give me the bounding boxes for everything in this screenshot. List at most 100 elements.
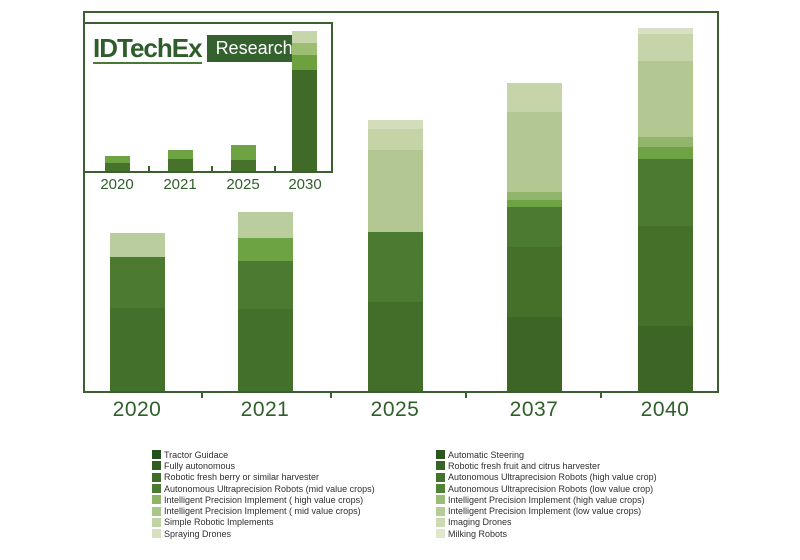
main-bar-segment [507, 247, 562, 317]
main-bar-segment [110, 233, 165, 257]
inset-bar-segment [168, 150, 193, 159]
legend-item: Autonomous Ultraprecision Robots (mid va… [152, 483, 375, 494]
main-axis-tick [330, 393, 332, 398]
legend-swatch [152, 484, 161, 494]
legend-item: Intelligent Precision Implement (low val… [436, 505, 657, 516]
legend-label: Tractor Guidace [164, 449, 229, 460]
legend-swatch [436, 517, 445, 527]
main-bar-segment [638, 137, 693, 147]
main-bar-segment [238, 238, 293, 261]
inset-bar-segment [231, 145, 256, 160]
main-bar-segment [110, 308, 165, 391]
legend-item: Intelligent Precision Implement ( mid va… [152, 505, 375, 516]
legend-label: Simple Robotic Implements [164, 517, 274, 528]
legend-label: Spraying Drones [164, 528, 232, 539]
inset-bar-segment [231, 160, 256, 171]
main-bar-2040 [638, 28, 693, 391]
legend-item: Tractor Guidace [152, 449, 375, 460]
main-bar-segment [638, 28, 693, 34]
main-bar-2021 [238, 212, 293, 391]
legend-label: Imaging Drones [448, 517, 512, 528]
legend-label: Milking Robots [448, 528, 508, 539]
legend-item: Imaging Drones [436, 517, 657, 528]
inset-bar-2021 [168, 150, 193, 171]
main-bar-segment [507, 83, 562, 112]
main-axis-label-2040: 2040 [640, 398, 690, 421]
main-bar-segment [638, 326, 693, 391]
main-bar-segment [638, 61, 693, 137]
main-axis-tick [465, 393, 467, 398]
main-bar-segment [638, 34, 693, 61]
legend-label: Fully autonomous [164, 460, 236, 471]
legend-item: Robotic fresh fruit and citrus harvester [436, 460, 657, 471]
main-bar-segment [638, 147, 693, 159]
legend-label: Intelligent Precision Implement (low val… [448, 506, 642, 517]
legend-label: Intelligent Precision Implement (high va… [448, 494, 645, 505]
legend-swatch [436, 450, 445, 460]
legend-swatch [152, 517, 161, 527]
inset-bar-segment [292, 43, 317, 55]
idtechex-logo-text: IDTechEx [93, 33, 203, 64]
legend-swatch [436, 506, 445, 516]
legend-label: Intelligent Precision Implement ( mid va… [164, 506, 361, 517]
legend-swatch [436, 529, 445, 539]
inset-axis-label-2021: 2021 [163, 176, 197, 193]
inset-axis-label-2025: 2025 [226, 176, 260, 193]
idtechex-logo: IDTechEx Research [93, 35, 302, 64]
legend-swatch [152, 529, 161, 539]
legend-swatch [436, 484, 445, 494]
main-bar-2037 [507, 83, 562, 391]
legend-swatch [436, 495, 445, 505]
main-bar-segment [507, 207, 562, 247]
main-bar-segment [368, 150, 423, 232]
main-bar-segment [368, 302, 423, 391]
legend-item: Simple Robotic Implements [152, 517, 375, 528]
legend-label: Robotic fresh fruit and citrus harvester [448, 460, 601, 471]
main-bar-segment [238, 212, 293, 238]
main-bar-2025 [368, 120, 423, 391]
inset-axis-label-2030: 2030 [288, 176, 322, 193]
inset-axis-label-2020: 2020 [100, 176, 134, 193]
legend-label: Autonomous Ultraprecision Robots (mid va… [164, 483, 375, 494]
main-bar-segment [368, 232, 423, 302]
legend-swatch [152, 450, 161, 460]
main-axis-tick [600, 393, 602, 398]
inset-bar-segment [105, 156, 130, 163]
main-bar-segment [507, 192, 562, 200]
legend-item: Robotic fresh berry or similar harvester [152, 472, 375, 483]
main-axis-label-2021: 2021 [240, 398, 290, 421]
main-axis-tick [201, 393, 203, 398]
legend-item: Autonomous Ultraprecision Robots (low va… [436, 483, 657, 494]
legend-swatch [152, 461, 161, 471]
inset-bar-segment [292, 55, 317, 70]
inset-bar-segment [292, 31, 317, 43]
inset-axis-tick [148, 166, 150, 171]
main-bar-segment [238, 261, 293, 309]
legend-label: Intelligent Precision Implement ( high v… [164, 494, 364, 505]
main-bar-segment [507, 112, 562, 192]
main-axis-label-2037: 2037 [509, 398, 559, 421]
inset-axis-tick [274, 166, 276, 171]
inset-bar-2025 [231, 145, 256, 171]
legend-label: Robotic fresh berry or similar harvester [164, 472, 320, 483]
main-bar-segment [507, 317, 562, 391]
legend-label: Automatic Steering [448, 449, 525, 460]
legend-swatch [436, 472, 445, 482]
legend-item: Intelligent Precision Implement (high va… [436, 494, 657, 505]
inset-chart-plot-area: IDTechEx Research [83, 22, 333, 173]
legend-label: Autonomous Ultraprecision Robots (low va… [448, 483, 654, 494]
legend-item: Intelligent Precision Implement ( high v… [152, 494, 375, 505]
main-bar-2020 [110, 233, 165, 391]
research-badge: Research [206, 35, 302, 62]
main-axis-label-2025: 2025 [370, 398, 420, 421]
inset-bar-2020 [105, 156, 130, 171]
inset-bar-segment [168, 159, 193, 171]
legend-item: Milking Robots [436, 528, 657, 539]
main-axis-label-2020: 2020 [112, 398, 162, 421]
inset-axis-tick [211, 166, 213, 171]
main-bar-segment [638, 159, 693, 226]
legend-item: Autonomous Ultraprecision Robots (high v… [436, 472, 657, 483]
main-bar-segment [368, 129, 423, 150]
legend-label: Autonomous Ultraprecision Robots (high v… [448, 472, 657, 483]
